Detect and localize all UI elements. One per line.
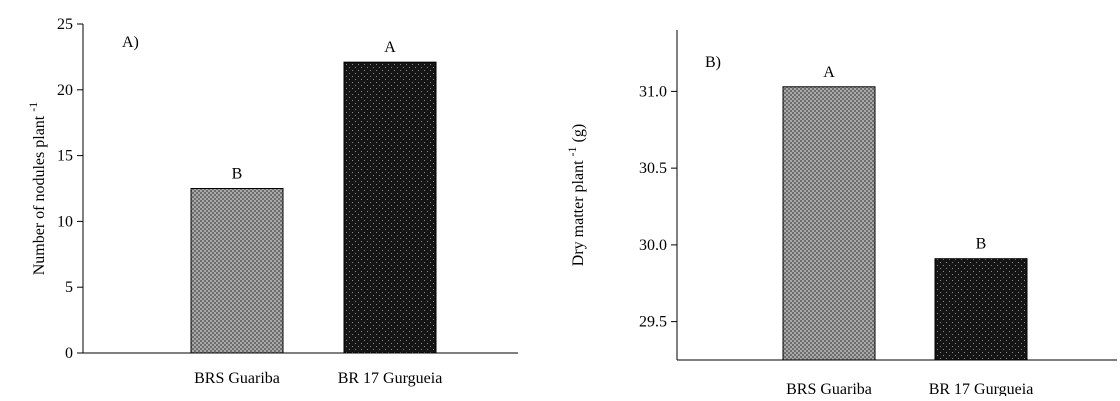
y-tick-label: 0 bbox=[65, 345, 73, 362]
panel-label: A) bbox=[122, 34, 139, 51]
x-tick-label: BRS Guariba bbox=[194, 370, 280, 387]
y-axis-title-superscript: -1 bbox=[26, 102, 40, 112]
chart-panel-b: 29.5 30.0 30.5 31.0 A BRS Guariba B BR 17 Gurgu… bbox=[565, 30, 1117, 398]
y-tick-label: 30.5 bbox=[639, 160, 667, 177]
significance-letter: A bbox=[823, 64, 835, 81]
bar-br17-gurgueia bbox=[343, 61, 437, 354]
y-axis-title: Number of nodules plant -1 bbox=[26, 102, 48, 276]
bar-brs-guariba bbox=[190, 188, 284, 354]
y-axis-title: Dry matter plant -1 (g) bbox=[565, 124, 587, 266]
x-tick-label: BR 17 Gurgueia bbox=[929, 381, 1034, 396]
y-axis-title-unit: (g) bbox=[570, 124, 587, 147]
bar-brs-guariba bbox=[782, 86, 876, 361]
x-tick-label: BR 17 Gurgueia bbox=[338, 370, 443, 387]
y-axis-title-superscript: -1 bbox=[565, 146, 579, 156]
y-axis-title-text: Dry matter plant bbox=[570, 156, 587, 266]
y-tick-label: 29.5 bbox=[639, 314, 667, 331]
chart-panel-a: 0 5 10 15 20 25 B BRS Guariba A BR 17 Gurgueia A) N… bbox=[26, 16, 518, 387]
y-tick-label: 10 bbox=[57, 213, 73, 230]
y-tick-label: 31.0 bbox=[639, 83, 667, 100]
significance-letter: B bbox=[976, 236, 987, 253]
y-tick-label: 5 bbox=[65, 279, 73, 296]
y-tick-label: 30.0 bbox=[639, 237, 667, 254]
x-tick-label: BRS Guariba bbox=[786, 381, 872, 396]
significance-letter: B bbox=[232, 166, 243, 183]
y-tick-label: 20 bbox=[57, 82, 73, 99]
y-tick-label: 15 bbox=[57, 148, 73, 165]
bar-br17-gurgueia bbox=[934, 258, 1028, 361]
significance-letter: A bbox=[384, 39, 396, 56]
y-axis-title-text: Number of nodules plant bbox=[31, 112, 48, 276]
y-tick-label: 25 bbox=[57, 16, 73, 33]
panel-label: B) bbox=[705, 54, 721, 71]
